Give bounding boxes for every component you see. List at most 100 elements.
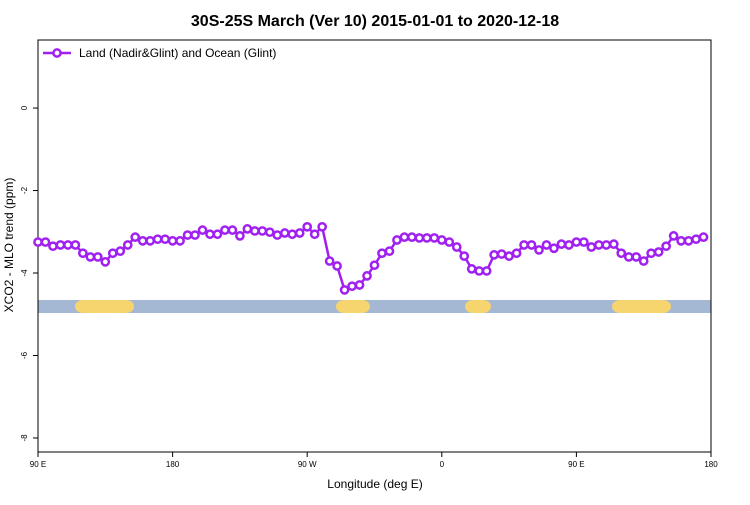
data-point bbox=[309, 229, 320, 240]
data-point bbox=[339, 285, 350, 295]
data-point bbox=[70, 240, 81, 250]
data-point bbox=[392, 235, 402, 245]
data-point bbox=[377, 248, 387, 259]
data-point bbox=[534, 245, 544, 255]
ocean-strip bbox=[38, 300, 711, 313]
data-point bbox=[220, 225, 230, 235]
land-strip bbox=[612, 300, 671, 313]
data-point bbox=[235, 231, 245, 241]
data-point bbox=[175, 235, 185, 246]
data-point bbox=[369, 260, 380, 271]
y-tick-label: 0 bbox=[20, 105, 29, 110]
data-point bbox=[272, 230, 283, 240]
data-point bbox=[347, 281, 357, 292]
data-point bbox=[564, 240, 574, 250]
data-point bbox=[451, 242, 462, 252]
data-point bbox=[63, 240, 73, 250]
data-point bbox=[212, 229, 223, 240]
data-point bbox=[691, 234, 701, 245]
data-point bbox=[421, 233, 432, 243]
data-point bbox=[616, 248, 627, 259]
data-point bbox=[444, 237, 455, 247]
data-point bbox=[526, 240, 537, 250]
surface-strip bbox=[38, 300, 711, 313]
data-point bbox=[354, 280, 365, 290]
x-axis-label: Longitude (deg E) bbox=[327, 477, 422, 491]
chart-title: 30S-25S March (Ver 10) 2015-01-01 to 202… bbox=[191, 13, 559, 30]
data-point bbox=[429, 233, 440, 243]
y-axis-label: XCO2 - MLO trend (ppm) bbox=[2, 178, 16, 313]
data-point bbox=[257, 226, 268, 236]
data-point bbox=[466, 264, 477, 274]
legend-label: Land (Nadir&Glint) and Ocean (Glint) bbox=[79, 46, 276, 60]
x-tick-label: 180 bbox=[166, 460, 180, 469]
y-tick-label: -4 bbox=[20, 269, 29, 277]
data-point bbox=[399, 232, 410, 242]
data-point bbox=[33, 237, 43, 247]
data-point bbox=[698, 232, 709, 242]
x-tick-label: 90 E bbox=[30, 460, 46, 469]
data-point bbox=[279, 228, 290, 238]
data-point bbox=[384, 246, 395, 257]
data-point bbox=[623, 252, 634, 262]
data-point bbox=[107, 248, 118, 259]
data-point bbox=[227, 225, 238, 235]
data-point bbox=[571, 237, 582, 247]
data-point bbox=[294, 228, 305, 238]
x-tick-label: 90 E bbox=[568, 460, 584, 469]
data-point bbox=[504, 251, 514, 261]
data-point bbox=[489, 250, 499, 260]
data-point bbox=[496, 249, 507, 259]
data-point bbox=[242, 224, 253, 234]
data-point bbox=[593, 240, 604, 250]
data-point bbox=[182, 230, 193, 240]
data-point bbox=[115, 246, 126, 257]
data-point bbox=[287, 229, 298, 240]
land-strip bbox=[336, 300, 370, 313]
data-point bbox=[137, 235, 148, 246]
x-tick-label: 90 W bbox=[298, 460, 317, 469]
data-point bbox=[556, 239, 567, 249]
data-point bbox=[601, 240, 612, 250]
data-point bbox=[631, 252, 642, 262]
legend-marker bbox=[52, 48, 62, 58]
data-point bbox=[653, 247, 664, 257]
y-tick-label: -6 bbox=[20, 351, 29, 359]
data-point bbox=[190, 230, 200, 240]
data-point bbox=[541, 240, 552, 250]
data-point bbox=[160, 234, 170, 245]
data-point bbox=[332, 261, 342, 271]
data-point bbox=[519, 240, 529, 250]
data-point bbox=[481, 266, 492, 276]
data-point bbox=[407, 232, 417, 242]
data-point bbox=[302, 221, 313, 232]
data-point bbox=[145, 235, 156, 246]
data-point bbox=[436, 235, 447, 245]
data-point bbox=[638, 256, 649, 266]
y-tick-label: -8 bbox=[20, 434, 29, 442]
data-point bbox=[317, 221, 328, 232]
data-point bbox=[646, 248, 657, 259]
y-tick-label: -2 bbox=[20, 186, 29, 194]
data-point bbox=[459, 251, 470, 261]
data-point bbox=[92, 252, 103, 262]
data-point bbox=[579, 237, 589, 247]
data-point bbox=[152, 234, 163, 245]
data-point bbox=[100, 257, 111, 267]
data-point bbox=[48, 241, 58, 252]
data-point bbox=[55, 240, 66, 250]
data-point bbox=[661, 241, 671, 252]
data-point bbox=[362, 271, 372, 281]
data-point bbox=[167, 235, 178, 246]
data-point bbox=[608, 239, 619, 249]
data-point bbox=[683, 235, 694, 246]
data-point bbox=[474, 266, 485, 276]
data-point bbox=[130, 232, 141, 242]
data-point bbox=[324, 256, 335, 266]
data-point bbox=[549, 243, 559, 254]
data-point bbox=[586, 242, 597, 252]
x-tick-label: 180 bbox=[704, 460, 718, 469]
data-point bbox=[264, 227, 275, 238]
x-tick-label: 0 bbox=[440, 460, 445, 469]
